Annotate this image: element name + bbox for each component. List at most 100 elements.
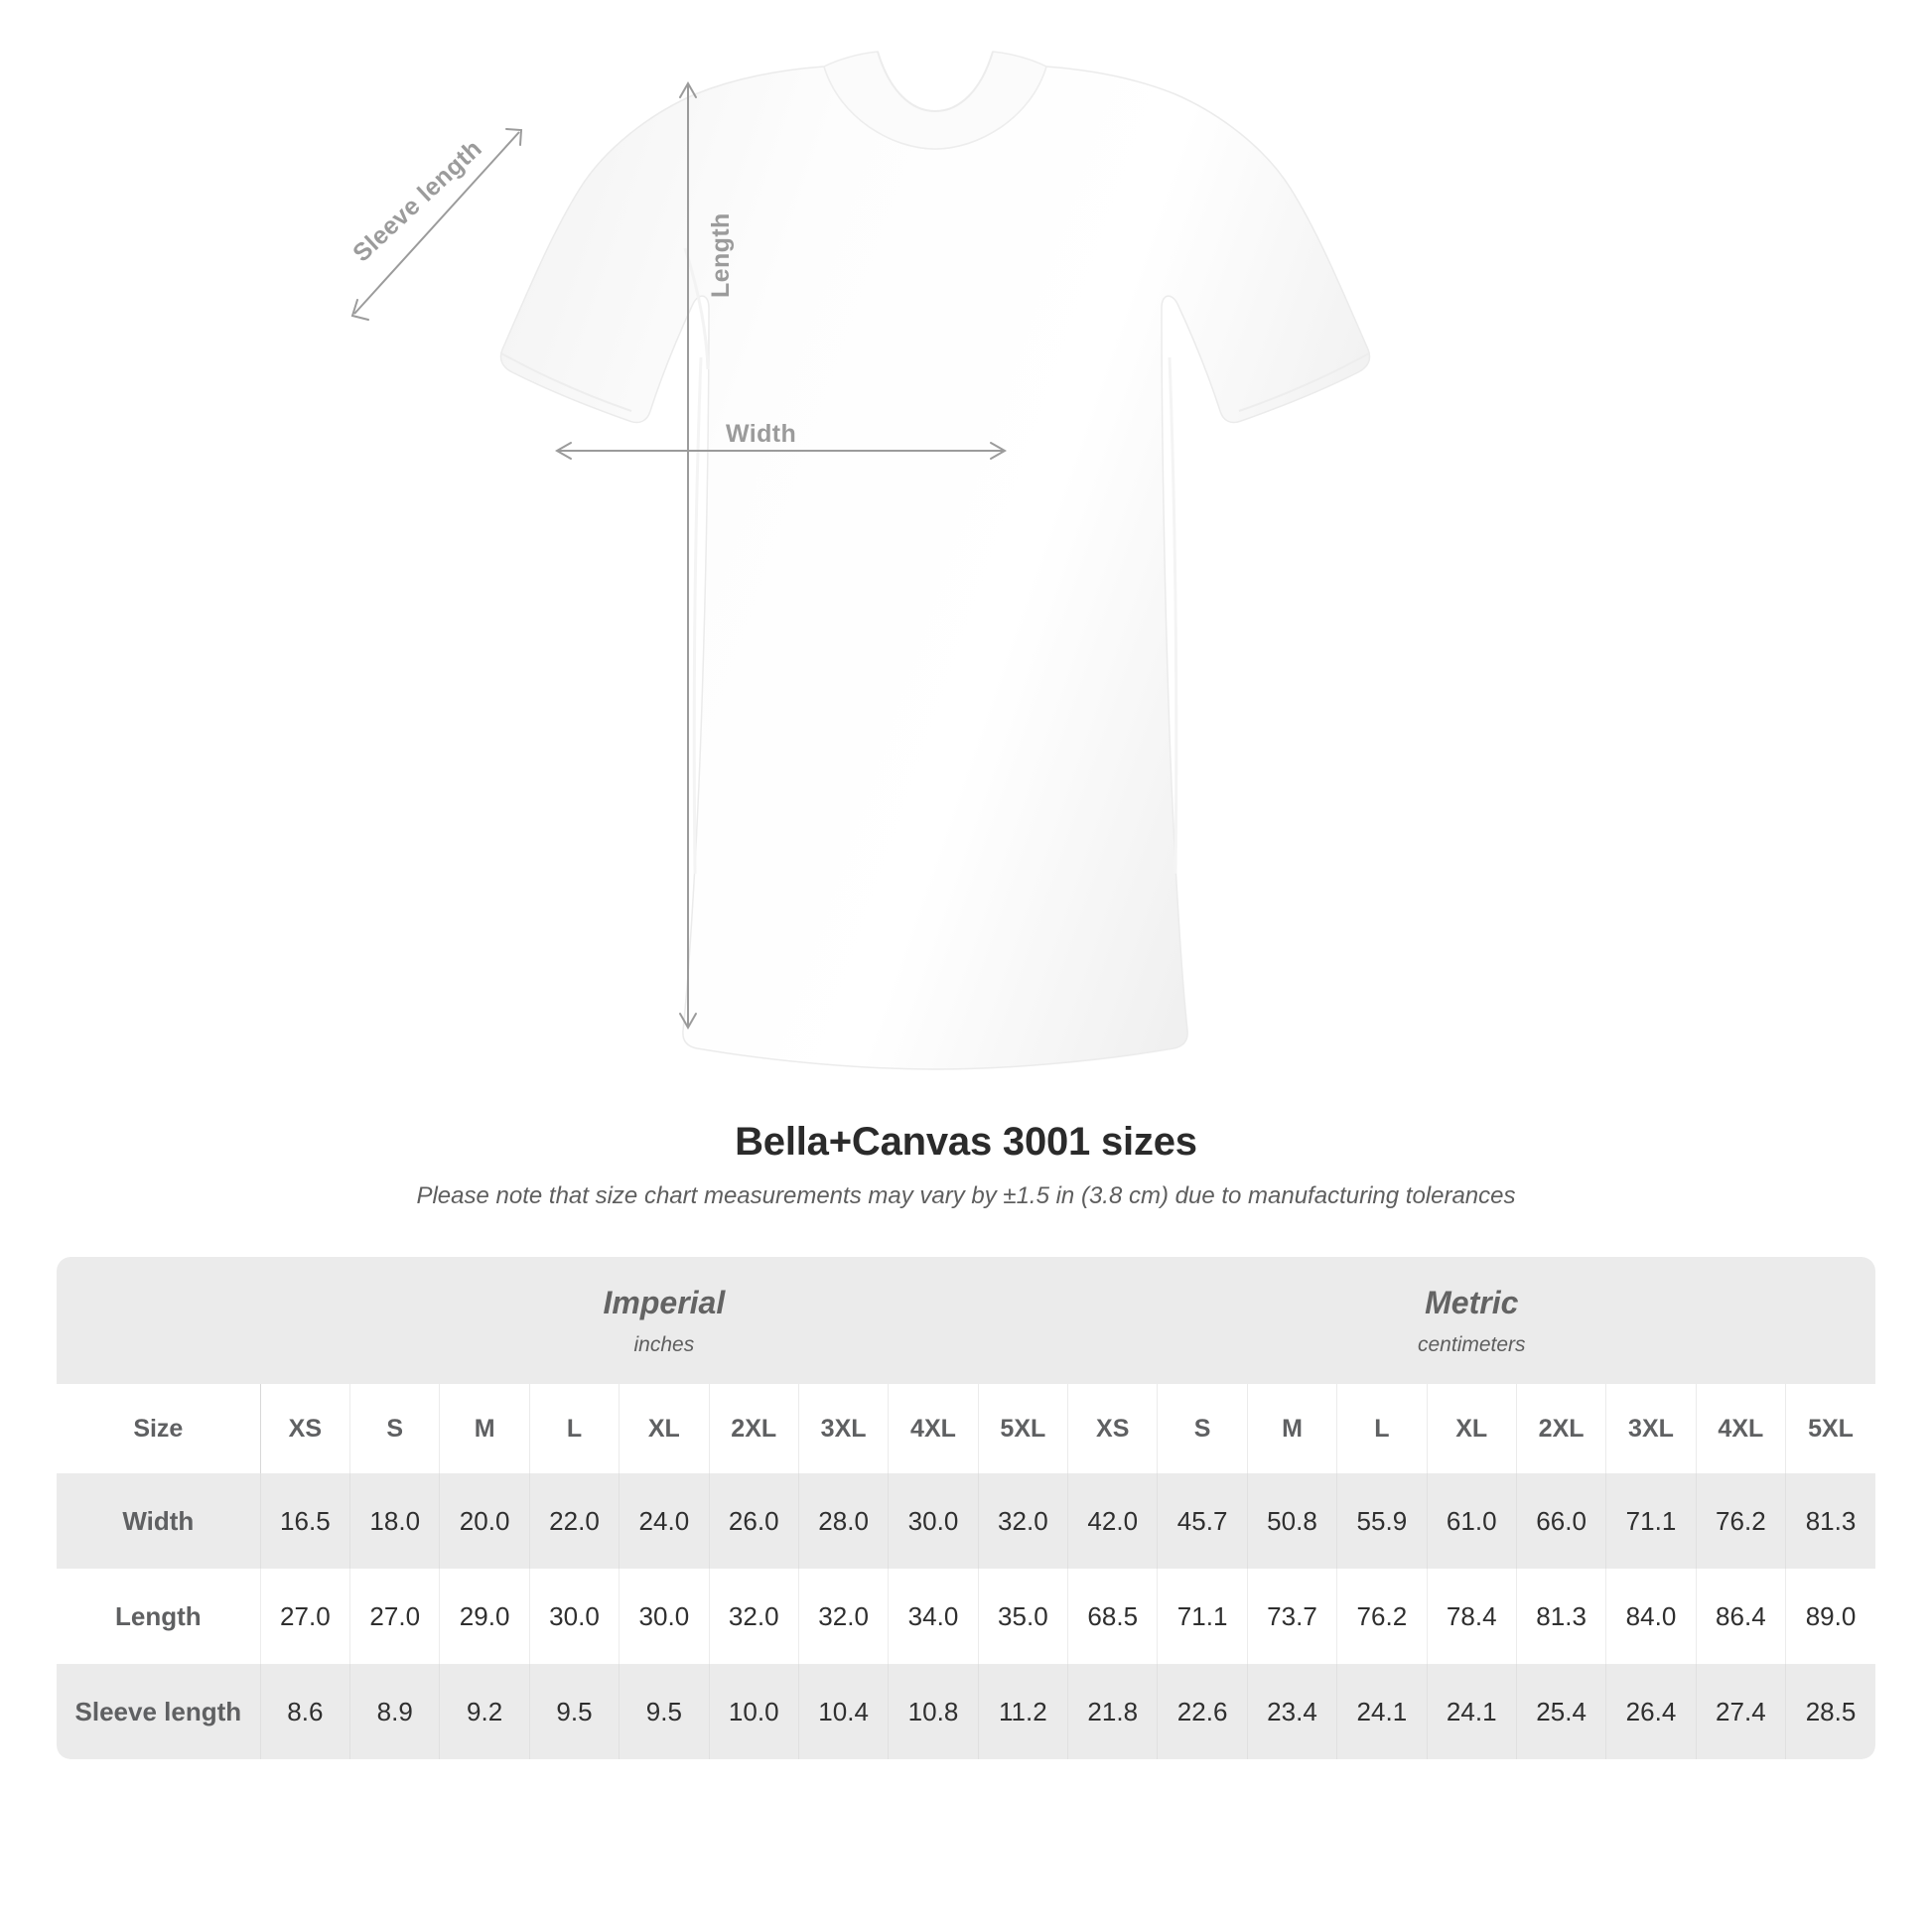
cell-length-imperial-xl: 30.0	[619, 1569, 710, 1664]
cell-width-metric-xs: 42.0	[1067, 1473, 1159, 1569]
cell-length-metric-2xl: 81.3	[1516, 1569, 1607, 1664]
unit-header-imperial: Imperial inches	[260, 1257, 1068, 1384]
cell-width-metric-3xl: 71.1	[1605, 1473, 1697, 1569]
garment-illustration: Sleeve length Length Width	[347, 51, 1371, 1070]
cell-width-imperial-4xl: 30.0	[888, 1473, 979, 1569]
column-header-size-4xl: 4XL	[888, 1384, 979, 1473]
column-header-size-l: L	[529, 1384, 621, 1473]
column-header-size-s: S	[1157, 1384, 1248, 1473]
column-header-size-4xl: 4XL	[1696, 1384, 1787, 1473]
cell-sleeve-length-imperial-xl: 9.5	[619, 1664, 710, 1759]
column-header-size-xl: XL	[1427, 1384, 1517, 1473]
column-header-size-l: L	[1336, 1384, 1428, 1473]
cell-length-metric-l: 76.2	[1336, 1569, 1428, 1664]
length-label: Length	[707, 212, 735, 298]
cell-sleeve-length-imperial-s: 8.9	[349, 1664, 441, 1759]
cell-width-imperial-3xl: 28.0	[798, 1473, 890, 1569]
row-label-length: Length	[57, 1569, 261, 1664]
table-row: Width 16.5 18.0 20.0 22.0 24.0 26.0 28.0 30.0 32.…	[57, 1473, 1875, 1569]
column-header-size-2xl: 2XL	[709, 1384, 799, 1473]
column-header-size-2xl: 2XL	[1516, 1384, 1607, 1473]
cell-sleeve-length-metric-3xl: 26.4	[1605, 1664, 1697, 1759]
cell-length-metric-3xl: 84.0	[1605, 1569, 1697, 1664]
cell-length-imperial-xs: 27.0	[260, 1569, 351, 1664]
cell-length-imperial-s: 27.0	[349, 1569, 441, 1664]
cell-width-imperial-m: 20.0	[439, 1473, 530, 1569]
cell-sleeve-length-imperial-4xl: 10.8	[888, 1664, 979, 1759]
column-header-size-xs: XS	[260, 1384, 351, 1473]
cell-width-metric-s: 45.7	[1157, 1473, 1248, 1569]
unit-header-row: Imperial inches Metric centimeters	[57, 1257, 1875, 1384]
cell-length-metric-m: 73.7	[1247, 1569, 1338, 1664]
page-title: Bella+Canvas 3001 sizes	[735, 1120, 1197, 1164]
unit-system-units: inches	[633, 1332, 695, 1356]
cell-sleeve-length-imperial-xs: 8.6	[260, 1664, 351, 1759]
page-subtitle: Please note that size chart measurements…	[416, 1182, 1516, 1209]
cell-sleeve-length-metric-m: 23.4	[1247, 1664, 1338, 1759]
cell-sleeve-length-metric-xs: 21.8	[1067, 1664, 1159, 1759]
cell-length-metric-xs: 68.5	[1067, 1569, 1159, 1664]
cell-width-imperial-xl: 24.0	[619, 1473, 710, 1569]
unit-header-metric: Metric centimeters	[1067, 1257, 1875, 1384]
column-header-size-m: M	[1247, 1384, 1338, 1473]
cell-length-imperial-l: 30.0	[529, 1569, 621, 1664]
size-header-row: Size XS S M L XL 2XL 3XL 4XL 5XL XS S M L XL 2XL 3XL 4XL 5…	[57, 1384, 1875, 1473]
cell-width-metric-4xl: 76.2	[1696, 1473, 1787, 1569]
cell-width-imperial-l: 22.0	[529, 1473, 621, 1569]
column-header-size-m: M	[439, 1384, 530, 1473]
width-label: Width	[726, 420, 797, 448]
tshirt-shape	[499, 51, 1371, 1070]
title-block: Bella+Canvas 3001 sizes Please note that…	[0, 1120, 1932, 1210]
cell-sleeve-length-imperial-5xl: 11.2	[978, 1664, 1069, 1759]
cell-sleeve-length-metric-xl: 24.1	[1427, 1664, 1517, 1759]
cell-width-metric-xl: 61.0	[1427, 1473, 1517, 1569]
unit-system-name: Imperial	[603, 1284, 726, 1320]
cell-sleeve-length-metric-5xl: 28.5	[1785, 1664, 1875, 1759]
unit-system-units: centimeters	[1418, 1332, 1526, 1356]
cell-length-metric-s: 71.1	[1157, 1569, 1248, 1664]
cell-width-metric-l: 55.9	[1336, 1473, 1428, 1569]
cell-sleeve-length-metric-4xl: 27.4	[1696, 1664, 1787, 1759]
cell-width-imperial-5xl: 32.0	[978, 1473, 1069, 1569]
cell-length-imperial-5xl: 35.0	[978, 1569, 1069, 1664]
table-row: Sleeve length 8.6 8.9 9.2 9.5 9.5 10.0 10.4 10.8…	[57, 1664, 1875, 1759]
table-row: Length 27.0 27.0 29.0 30.0 30.0 32.0 32.0 34.0 35…	[57, 1569, 1875, 1664]
cell-length-imperial-m: 29.0	[439, 1569, 530, 1664]
column-header-size-3xl: 3XL	[798, 1384, 890, 1473]
cell-width-imperial-xs: 16.5	[260, 1473, 351, 1569]
cell-sleeve-length-metric-2xl: 25.4	[1516, 1664, 1607, 1759]
unit-header-spacer	[57, 1257, 261, 1384]
cell-length-metric-xl: 78.4	[1427, 1569, 1517, 1664]
cell-sleeve-length-imperial-m: 9.2	[439, 1664, 530, 1759]
unit-system-name: Metric	[1425, 1284, 1519, 1320]
cell-sleeve-length-imperial-3xl: 10.4	[798, 1664, 890, 1759]
column-header-size-s: S	[349, 1384, 441, 1473]
column-header-size: Size	[57, 1384, 261, 1473]
cell-sleeve-length-imperial-2xl: 10.0	[709, 1664, 799, 1759]
cell-width-metric-m: 50.8	[1247, 1473, 1338, 1569]
cell-length-imperial-2xl: 32.0	[709, 1569, 799, 1664]
cell-width-imperial-s: 18.0	[349, 1473, 441, 1569]
size-table-wrapper: Imperial inches Metric centimeters Size XS S M L…	[0, 1257, 1932, 1759]
cell-length-metric-5xl: 89.0	[1785, 1569, 1875, 1664]
size-table: Imperial inches Metric centimeters Size XS S M L…	[57, 1257, 1875, 1759]
sleeve-line	[353, 131, 520, 315]
column-header-size-xl: XL	[619, 1384, 710, 1473]
cell-length-imperial-3xl: 32.0	[798, 1569, 890, 1664]
cell-sleeve-length-metric-l: 24.1	[1336, 1664, 1428, 1759]
cell-width-metric-2xl: 66.0	[1516, 1473, 1607, 1569]
column-header-size-5xl: 5XL	[1785, 1384, 1875, 1473]
cell-sleeve-length-imperial-l: 9.5	[529, 1664, 621, 1759]
cell-length-imperial-4xl: 34.0	[888, 1569, 979, 1664]
column-header-size-3xl: 3XL	[1605, 1384, 1697, 1473]
column-header-size-xs: XS	[1067, 1384, 1159, 1473]
tshirt-diagram	[350, 51, 1371, 1070]
dimension-lines	[350, 80, 1008, 1031]
cell-length-metric-4xl: 86.4	[1696, 1569, 1787, 1664]
row-label-sleeve-length: Sleeve length	[57, 1664, 261, 1759]
column-header-size-5xl: 5XL	[978, 1384, 1069, 1473]
cell-width-imperial-2xl: 26.0	[709, 1473, 799, 1569]
row-label-width: Width	[57, 1473, 261, 1569]
cell-width-metric-5xl: 81.3	[1785, 1473, 1875, 1569]
